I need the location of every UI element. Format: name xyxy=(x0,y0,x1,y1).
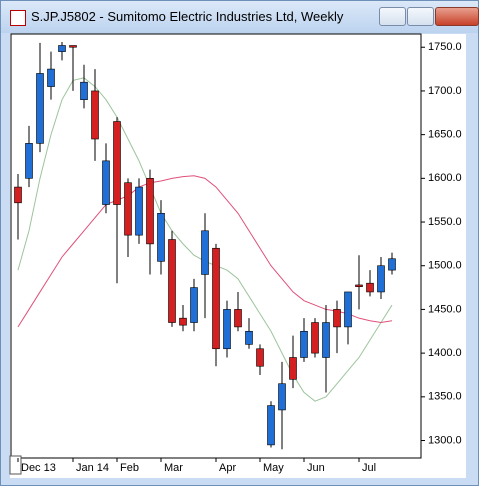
y-tick-label: 1650.0 xyxy=(428,129,462,141)
candle-body xyxy=(113,121,121,205)
candle-body xyxy=(256,348,264,367)
x-tick-label: May xyxy=(263,462,284,474)
corner-box xyxy=(9,455,22,475)
y-tick-label: 1400.0 xyxy=(428,347,462,359)
candle-body xyxy=(377,265,385,293)
y-tick-label: 1300.0 xyxy=(428,434,462,446)
candle-body xyxy=(135,186,143,236)
candle-body xyxy=(289,357,297,380)
x-tick-label: Jul xyxy=(362,462,376,474)
candle-body xyxy=(300,330,308,358)
candle-body xyxy=(322,322,330,358)
window-title: S.JP.J5802 - Sumitomo Electric Industrie… xyxy=(31,9,344,24)
x-tick-label: Dec 13 xyxy=(21,462,56,474)
candle-body xyxy=(234,309,242,328)
candle-body xyxy=(223,309,231,350)
candle-body xyxy=(80,81,88,100)
candle-body xyxy=(157,212,165,262)
candle-body xyxy=(388,258,396,271)
candle-body xyxy=(47,68,55,87)
candle-body xyxy=(333,309,341,328)
x-tick-label: Jun xyxy=(307,462,325,474)
x-tick-label: Jan 14 xyxy=(76,462,109,474)
candle-body xyxy=(36,73,44,144)
minimize-button[interactable] xyxy=(379,7,406,26)
candle-body xyxy=(278,383,286,411)
y-tick-label: 1450.0 xyxy=(428,303,462,315)
candle-body xyxy=(102,160,110,205)
candle-body xyxy=(212,247,220,350)
candle-body xyxy=(25,143,33,179)
x-tick-label: Feb xyxy=(120,462,139,474)
candle-body xyxy=(146,178,154,245)
title-bar: S.JP.J5802 - Sumitomo Electric Industrie… xyxy=(1,1,479,33)
x-tick-label: Mar xyxy=(164,462,183,474)
candle-body xyxy=(245,330,253,345)
candle-body xyxy=(58,45,66,52)
candle-body xyxy=(14,186,22,204)
moving-average xyxy=(17,175,393,328)
y-tick-label: 1600.0 xyxy=(428,172,462,184)
app-icon xyxy=(10,10,26,26)
y-tick-label: 1500.0 xyxy=(428,260,462,272)
candle-body xyxy=(168,239,176,323)
candle-body xyxy=(91,90,99,140)
candle-body xyxy=(179,317,187,326)
y-tick-label: 1350.0 xyxy=(428,391,462,403)
candle-body xyxy=(267,405,275,446)
candle-body xyxy=(311,322,319,354)
candle-body xyxy=(355,284,363,288)
x-tick-label: Apr xyxy=(219,462,236,474)
y-tick-label: 1700.0 xyxy=(428,85,462,97)
y-tick-label: 1750.0 xyxy=(428,41,462,53)
candle-body xyxy=(344,291,352,328)
y-tick-label: 1550.0 xyxy=(428,216,462,228)
candle-body xyxy=(69,45,77,48)
candle-body xyxy=(366,282,374,293)
maximize-button[interactable] xyxy=(407,7,434,26)
candle-body xyxy=(201,230,209,275)
candle-body xyxy=(124,182,132,236)
candle-body xyxy=(190,287,198,323)
